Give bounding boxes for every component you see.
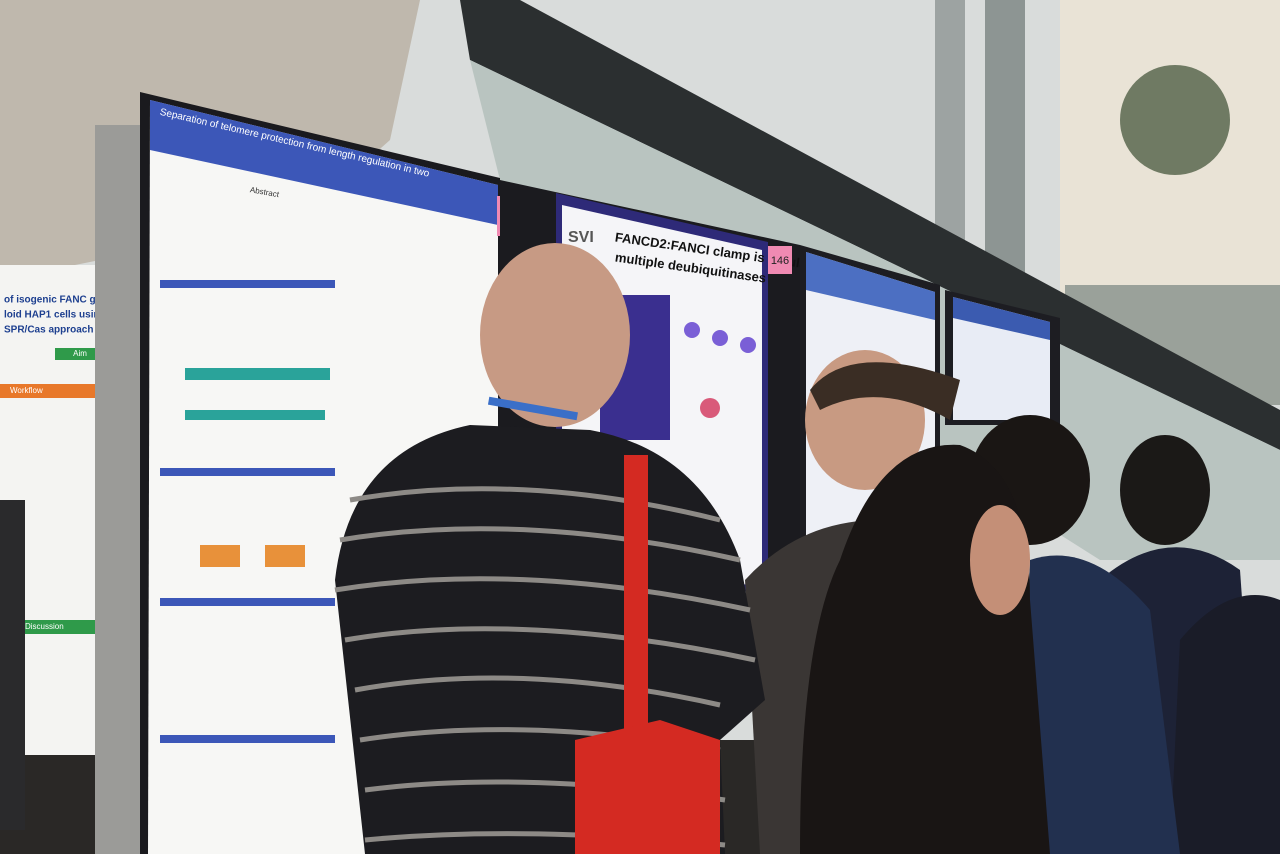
person-silhouette [0,500,25,830]
poster-header [806,252,935,320]
person-head [480,243,630,427]
bag-strap [624,455,648,755]
poster-title: SPR/Cas approach [4,325,93,336]
poster-header [150,100,498,225]
tree [1120,65,1230,175]
figure-dot [712,330,728,346]
lanyard [487,396,578,421]
poster-title: of isogenic FANC genes KO cell [4,295,156,306]
poster-number: 146 [771,255,789,267]
escalator-rail [460,0,1280,450]
figure-bar [185,410,325,420]
section-label: Aim [73,349,87,358]
section-label: Discussion [25,622,64,631]
red-bag [575,720,720,854]
person-hair [1120,435,1210,545]
section-bar [160,598,335,606]
diagram-box [200,545,240,567]
poster-header [953,297,1050,340]
poster-number-tag [768,246,792,274]
figure-dot [700,398,720,418]
board-pole [95,125,143,854]
person-hair [810,362,960,420]
figure-bar [185,368,330,380]
pillar [985,0,1025,300]
person-face [970,505,1030,615]
diagram-box [265,545,305,567]
poster-brand: SVI [568,229,594,246]
poster-title: loid HAP1 cells using Dual-guide [4,310,161,321]
figure-dot [740,337,756,353]
section-bar [160,468,335,476]
section-label: Workflow [10,386,43,395]
person [1170,595,1280,854]
section-bar [0,384,105,398]
person [1020,555,1180,854]
section-bar [55,348,105,360]
figure-dot [684,322,700,338]
section-bar [160,280,335,288]
section-bar [160,735,335,743]
